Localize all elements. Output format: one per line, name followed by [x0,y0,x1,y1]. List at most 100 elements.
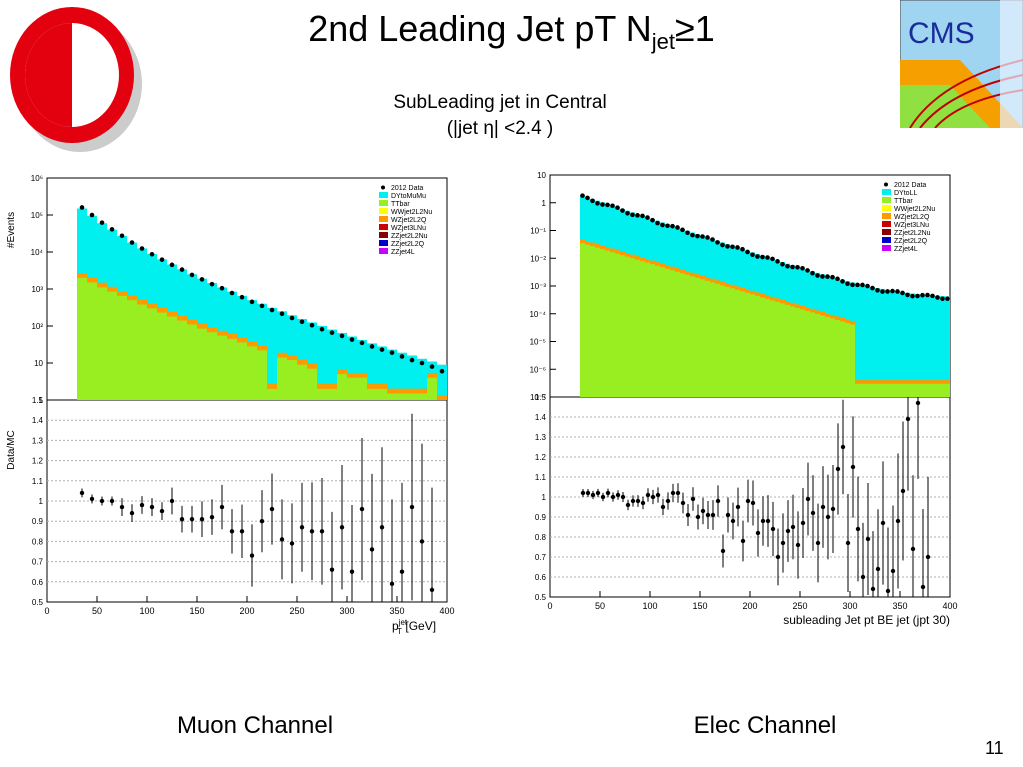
data-point [735,245,740,250]
y-tick-label: 10⁻⁷ [530,393,546,402]
data-point [905,292,910,298]
ratio-tick-label: 1 [542,493,547,502]
ratio-point [129,510,135,516]
data-point [920,292,925,298]
x-tick-label: 300 [842,601,857,611]
data-point [895,289,900,294]
ttbar-bar [137,304,147,400]
ratio-point [119,504,125,510]
dy-bar [910,293,915,397]
data-point [635,213,640,218]
y-tick-label: 10³ [31,285,43,294]
ratio-point [209,514,215,520]
ttbar-bar [755,295,760,397]
data-point [159,257,165,262]
data-point [79,205,85,210]
dy-bar [387,349,397,400]
ttbar-bar [97,287,107,400]
data-point [199,277,205,282]
dy-bar [875,287,880,397]
ttbar-bar [760,297,765,397]
data-point [780,261,785,267]
legend-swatch [882,197,891,203]
ttbar-bar [710,282,715,397]
ratio-point [870,586,876,592]
ttbar-bar [217,335,227,400]
data-point [720,242,725,248]
ratio-point [895,518,901,524]
ratio-point [810,510,816,516]
ttbar-bar [307,368,317,400]
dy-bar [940,296,945,397]
data-point [259,303,265,309]
ttbar-bar [187,324,197,400]
ratio-tick-label: 0.9 [535,513,547,522]
ratio-tick-label: 1.2 [535,453,547,462]
ttbar-bar [750,294,755,397]
ratio-tick-label: 1.4 [32,416,44,425]
data-point [109,227,115,232]
data-point [239,294,245,300]
ratio-tick-label: 1.4 [535,413,547,422]
ratio-point [795,542,801,548]
ratio-tick-label: 0.8 [535,533,547,542]
ttbar-bar [885,383,890,397]
data-point [610,203,615,209]
ttbar-bar [247,346,257,400]
ratio-point [299,525,305,530]
ttbar-bar [590,246,595,397]
data-point [715,240,720,245]
legend-label: DYtoLL [894,190,917,197]
ttbar-bar [77,277,87,400]
data-point [625,210,630,216]
ratio-point [635,498,641,504]
ttbar-bar [620,255,625,397]
data-point [299,319,305,325]
data-point [805,268,810,273]
data-point [935,295,940,300]
data-point [670,223,675,229]
data-point [655,220,660,226]
dy-bar [865,285,870,397]
ratio-point [199,516,205,522]
ratio-point [680,500,686,506]
ratio-point [740,538,746,544]
x-tick-label: 200 [742,601,757,611]
ratio-point [269,506,275,512]
ratio-point [329,567,335,572]
ratio-point [580,490,586,496]
ratio-point [620,494,626,500]
ratio-point [910,546,916,552]
ttbar-bar [660,267,665,397]
legend-swatch [379,200,388,206]
x-tick-label: 400 [439,606,454,616]
ttbar-bar [780,303,785,397]
ttbar-bar [107,291,117,400]
cms-logo-text: CMS [908,17,975,50]
title-tail: ≥1 [675,8,715,49]
ratio-point [159,508,165,514]
ratio-point [855,526,861,532]
data-point [815,273,820,278]
ratio-point [429,587,435,593]
data-point [695,233,700,239]
ratio-point [109,498,115,504]
data-point [710,237,715,242]
ttbar-bar [695,277,700,397]
data-point [389,350,395,355]
x-tick-label: 100 [642,601,657,611]
ratio-point [735,504,741,510]
y-tick-label: 1 [542,199,547,208]
data-point [775,259,780,264]
data-point [930,293,935,299]
data-point [705,235,710,240]
ttbar-bar [720,285,725,397]
legend-marker [381,185,385,190]
ratio-point [409,504,415,510]
ratio-tick-label: 1.1 [32,477,44,486]
ttbar-bar [825,316,830,397]
dy-bar [327,329,337,400]
legend-swatch [882,205,891,211]
ttbar-bar [197,328,207,400]
ttbar-bar [850,324,855,397]
